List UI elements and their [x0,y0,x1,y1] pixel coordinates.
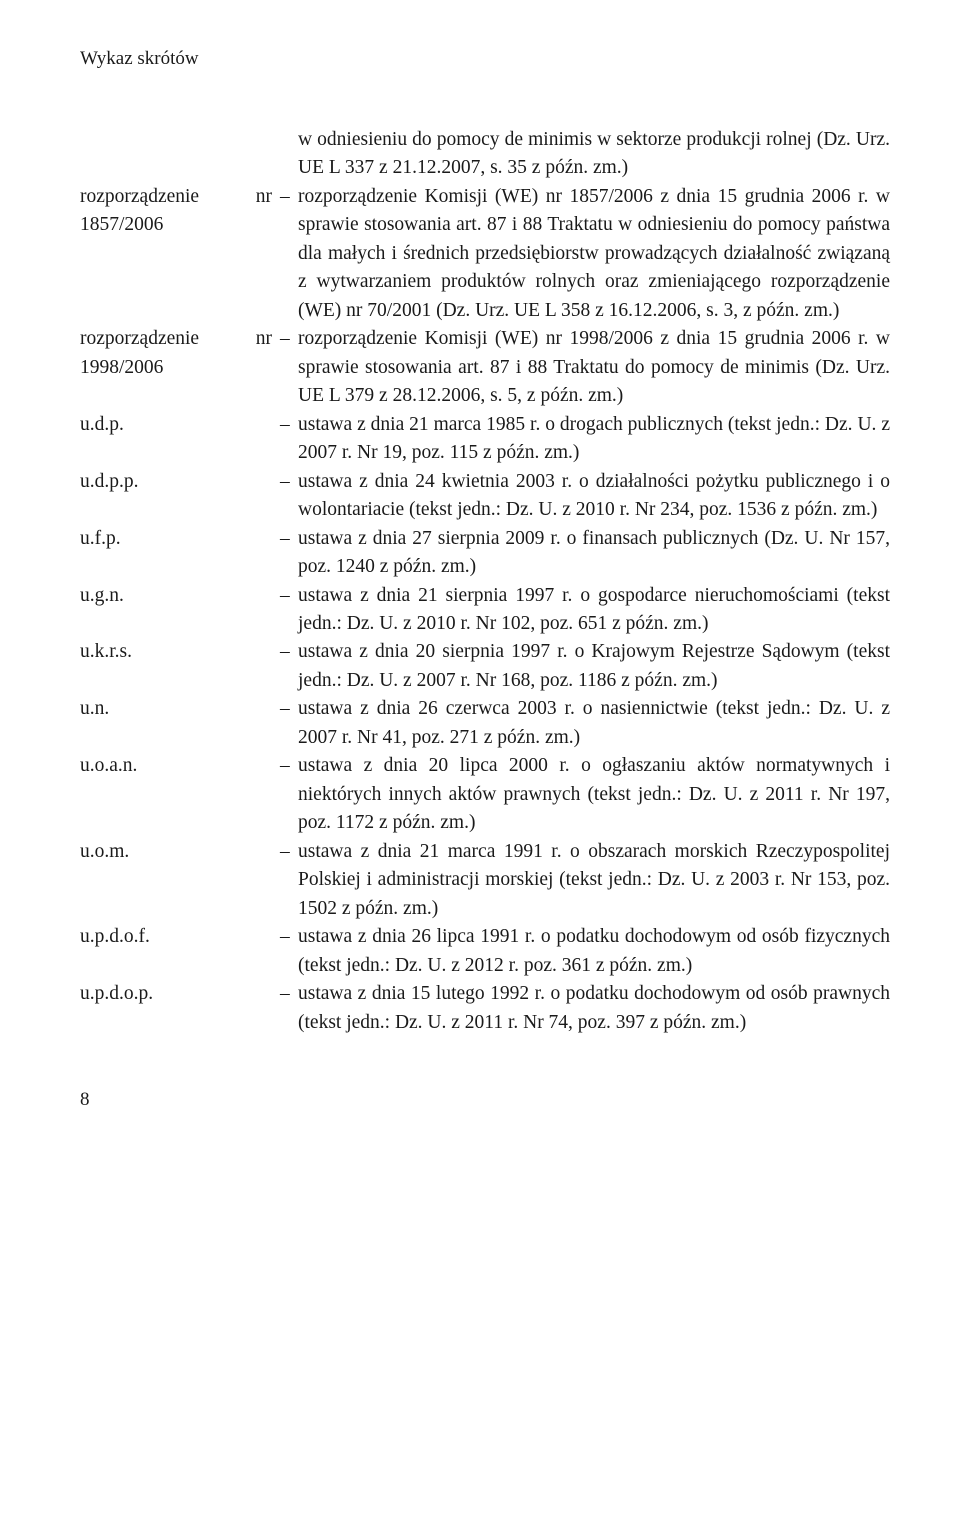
list-item: u.f.p. ustawa z dnia 27 sierpnia 2009 r.… [80,525,890,582]
list-item: rozporządzenie nr 1857/2006 rozporządzen… [80,183,890,325]
abbreviation: rozporządzenie nr 1998/2006 [80,325,280,382]
definition: ustawa z dnia 21 marca 1985 r. o drogach… [280,411,890,468]
abbreviation: u.g.n. [80,582,280,610]
abbreviation-list: w odniesieniu do pomocy de minimis w sek… [80,126,890,1037]
definition: ustawa z dnia 26 lipca 1991 r. o podatku… [280,923,890,980]
abbreviation: u.o.m. [80,838,280,866]
list-item: u.n. ustawa z dnia 26 czerwca 2003 r. o … [80,695,890,752]
abbreviation: u.p.d.o.p. [80,980,280,1008]
list-item: u.p.d.o.p. ustawa z dnia 15 lutego 1992 … [80,980,890,1037]
abbreviation: u.f.p. [80,525,280,553]
list-item: u.k.r.s. ustawa z dnia 20 sierpnia 1997 … [80,638,890,695]
definition: ustawa z dnia 27 sierpnia 2009 r. o fina… [280,525,890,582]
abbreviation: u.d.p. [80,411,280,439]
definition: rozporządzenie Komisji (WE) nr 1857/2006… [280,183,890,325]
intro-entry: w odniesieniu do pomocy de minimis w sek… [80,126,890,183]
abbreviation: u.n. [80,695,280,723]
definition: ustawa z dnia 20 lipca 2000 r. o ogłasza… [280,752,890,837]
abbreviation: u.k.r.s. [80,638,280,666]
definition: ustawa z dnia 21 marca 1991 r. o obszara… [280,838,890,923]
definition: ustawa z dnia 26 czerwca 2003 r. o nasie… [280,695,890,752]
definition: ustawa z dnia 20 sierpnia 1997 r. o Kraj… [280,638,890,695]
list-item: u.o.m. ustawa z dnia 21 marca 1991 r. o … [80,838,890,923]
abbreviation: rozporządzenie nr 1857/2006 [80,183,280,240]
list-item: u.d.p. ustawa z dnia 21 marca 1985 r. o … [80,411,890,468]
list-item: u.p.d.o.f. ustawa z dnia 26 lipca 1991 r… [80,923,890,980]
abbreviation: u.p.d.o.f. [80,923,280,951]
list-item: rozporządzenie nr 1998/2006 rozporządzen… [80,325,890,410]
abbreviation: u.o.a.n. [80,752,280,780]
list-item: u.o.a.n. ustawa z dnia 20 lipca 2000 r. … [80,752,890,837]
abbreviation: u.d.p.p. [80,468,280,496]
list-item: u.d.p.p. ustawa z dnia 24 kwietnia 2003 … [80,468,890,525]
page-number: 8 [80,1089,890,1111]
definition: ustawa z dnia 21 sierpnia 1997 r. o gosp… [280,582,890,639]
list-item: u.g.n. ustawa z dnia 21 sierpnia 1997 r.… [80,582,890,639]
definition: ustawa z dnia 24 kwietnia 2003 r. o dzia… [280,468,890,525]
definition: rozporządzenie Komisji (WE) nr 1998/2006… [280,325,890,410]
intro-definition: w odniesieniu do pomocy de minimis w sek… [280,126,890,183]
definition: ustawa z dnia 15 lutego 1992 r. o podatk… [280,980,890,1037]
page-header: Wykaz skrótów [80,48,890,70]
